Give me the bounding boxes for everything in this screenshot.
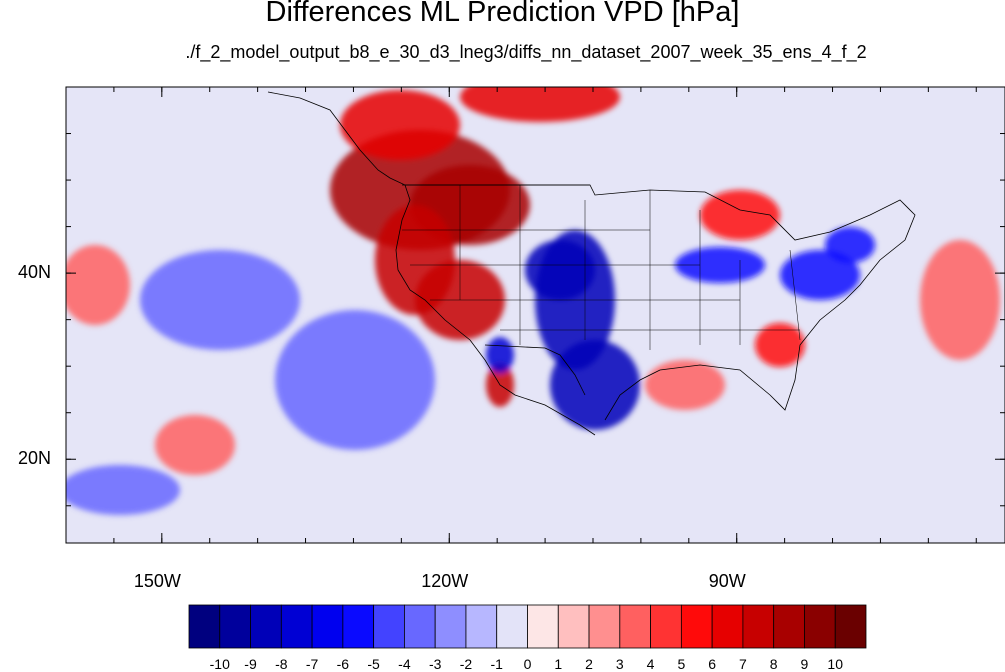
map-field	[66, 87, 1005, 543]
lat-tick-label: 40N	[18, 262, 52, 283]
colorbar-label: -4	[398, 656, 411, 672]
country-borders	[267, 91, 916, 436]
colorbar-label: 10	[827, 656, 843, 672]
colorbar-label: -1	[490, 656, 503, 672]
axis-ticks	[66, 86, 1005, 543]
colorbar-box	[434, 604, 467, 649]
state-borders	[402, 185, 801, 350]
colorbar-label: 0	[523, 656, 532, 672]
colorbar-box	[588, 604, 621, 649]
colorbar-label: -5	[367, 656, 380, 672]
colorbar-box	[465, 604, 498, 649]
colorbar-box	[804, 604, 836, 649]
colorbar-box	[342, 604, 375, 649]
colorbar-label: 4	[646, 656, 655, 672]
colorbar-box	[219, 604, 251, 649]
colorbar-label: 5	[677, 656, 686, 672]
colorbar-box	[834, 604, 867, 649]
colorbar-box	[680, 604, 713, 649]
map-frame	[65, 86, 1005, 544]
field-region-ohio-valley-cold	[675, 247, 765, 283]
field-region-gulf-warm	[645, 360, 725, 410]
colorbar-label: -3	[428, 656, 442, 672]
field-region-canada-north-warm	[460, 87, 620, 122]
colorbar-label: -2	[459, 656, 473, 672]
colorbar-label: 8	[769, 656, 778, 672]
lon-tick-label: 150W	[133, 571, 181, 591]
colorbar-box	[557, 604, 590, 649]
colorbar-label: -8	[275, 656, 288, 672]
colorbar-label: -10	[209, 656, 230, 672]
colorbar-box	[280, 604, 313, 649]
field-region-east-pacific-warm	[155, 415, 235, 475]
colorbar-label: 9	[800, 656, 809, 672]
colorbar-label: -9	[244, 656, 257, 672]
field-region-great-lakes-warm	[755, 323, 805, 367]
field-region-ohio-valley-cold	[780, 250, 860, 300]
field-region-great-lakes-warm	[700, 190, 780, 240]
chart-title: Differences ML Prediction VPD [hPa]	[265, 0, 740, 28]
field-region-central-pacific-cold	[275, 310, 435, 450]
colorbar-box	[650, 604, 682, 649]
field-region-canada-north-warm	[340, 90, 460, 160]
colorbar	[188, 604, 867, 649]
colorbar-label: 1	[554, 656, 563, 672]
colorbar-box	[619, 604, 651, 649]
field-region-southern-plains-cold	[550, 340, 640, 430]
field-region-central-pacific-cold	[66, 465, 180, 515]
colorbar-label: -6	[336, 656, 350, 672]
field-region-east-pacific-warm	[920, 240, 1000, 360]
colorbar-box	[373, 604, 405, 649]
colorbar-label: 6	[708, 656, 717, 672]
colorbar-label: 7	[739, 656, 747, 672]
colorbar-box	[711, 604, 744, 649]
colorbar-box	[250, 604, 282, 649]
colorbar-box	[188, 604, 221, 649]
colorbar-box	[311, 604, 344, 649]
colorbar-label: 3	[615, 656, 624, 672]
colorbar-box	[527, 604, 559, 649]
field-region-mexico-cold	[486, 337, 514, 373]
field-region-southern-plains-cold	[525, 240, 595, 300]
colorbar-box	[404, 604, 436, 649]
colorbar-box	[742, 604, 775, 649]
lon-tick-label: 90W	[708, 571, 746, 591]
colorbar-box	[773, 604, 805, 649]
chart-subtitle: ./f_2_model_output_b8_e_30_d3_lneg3/diff…	[185, 42, 867, 62]
colorbar-box	[496, 604, 528, 649]
colorbar-label: 2	[585, 656, 593, 672]
lon-tick-label: 120W	[421, 571, 469, 591]
colorbar-label: -7	[305, 656, 319, 672]
field-region-central-pacific-cold	[140, 250, 300, 350]
lat-tick-label: 20N	[18, 448, 52, 469]
field-region-east-pacific-warm	[66, 245, 130, 325]
field-region-ohio-valley-cold	[825, 227, 875, 263]
